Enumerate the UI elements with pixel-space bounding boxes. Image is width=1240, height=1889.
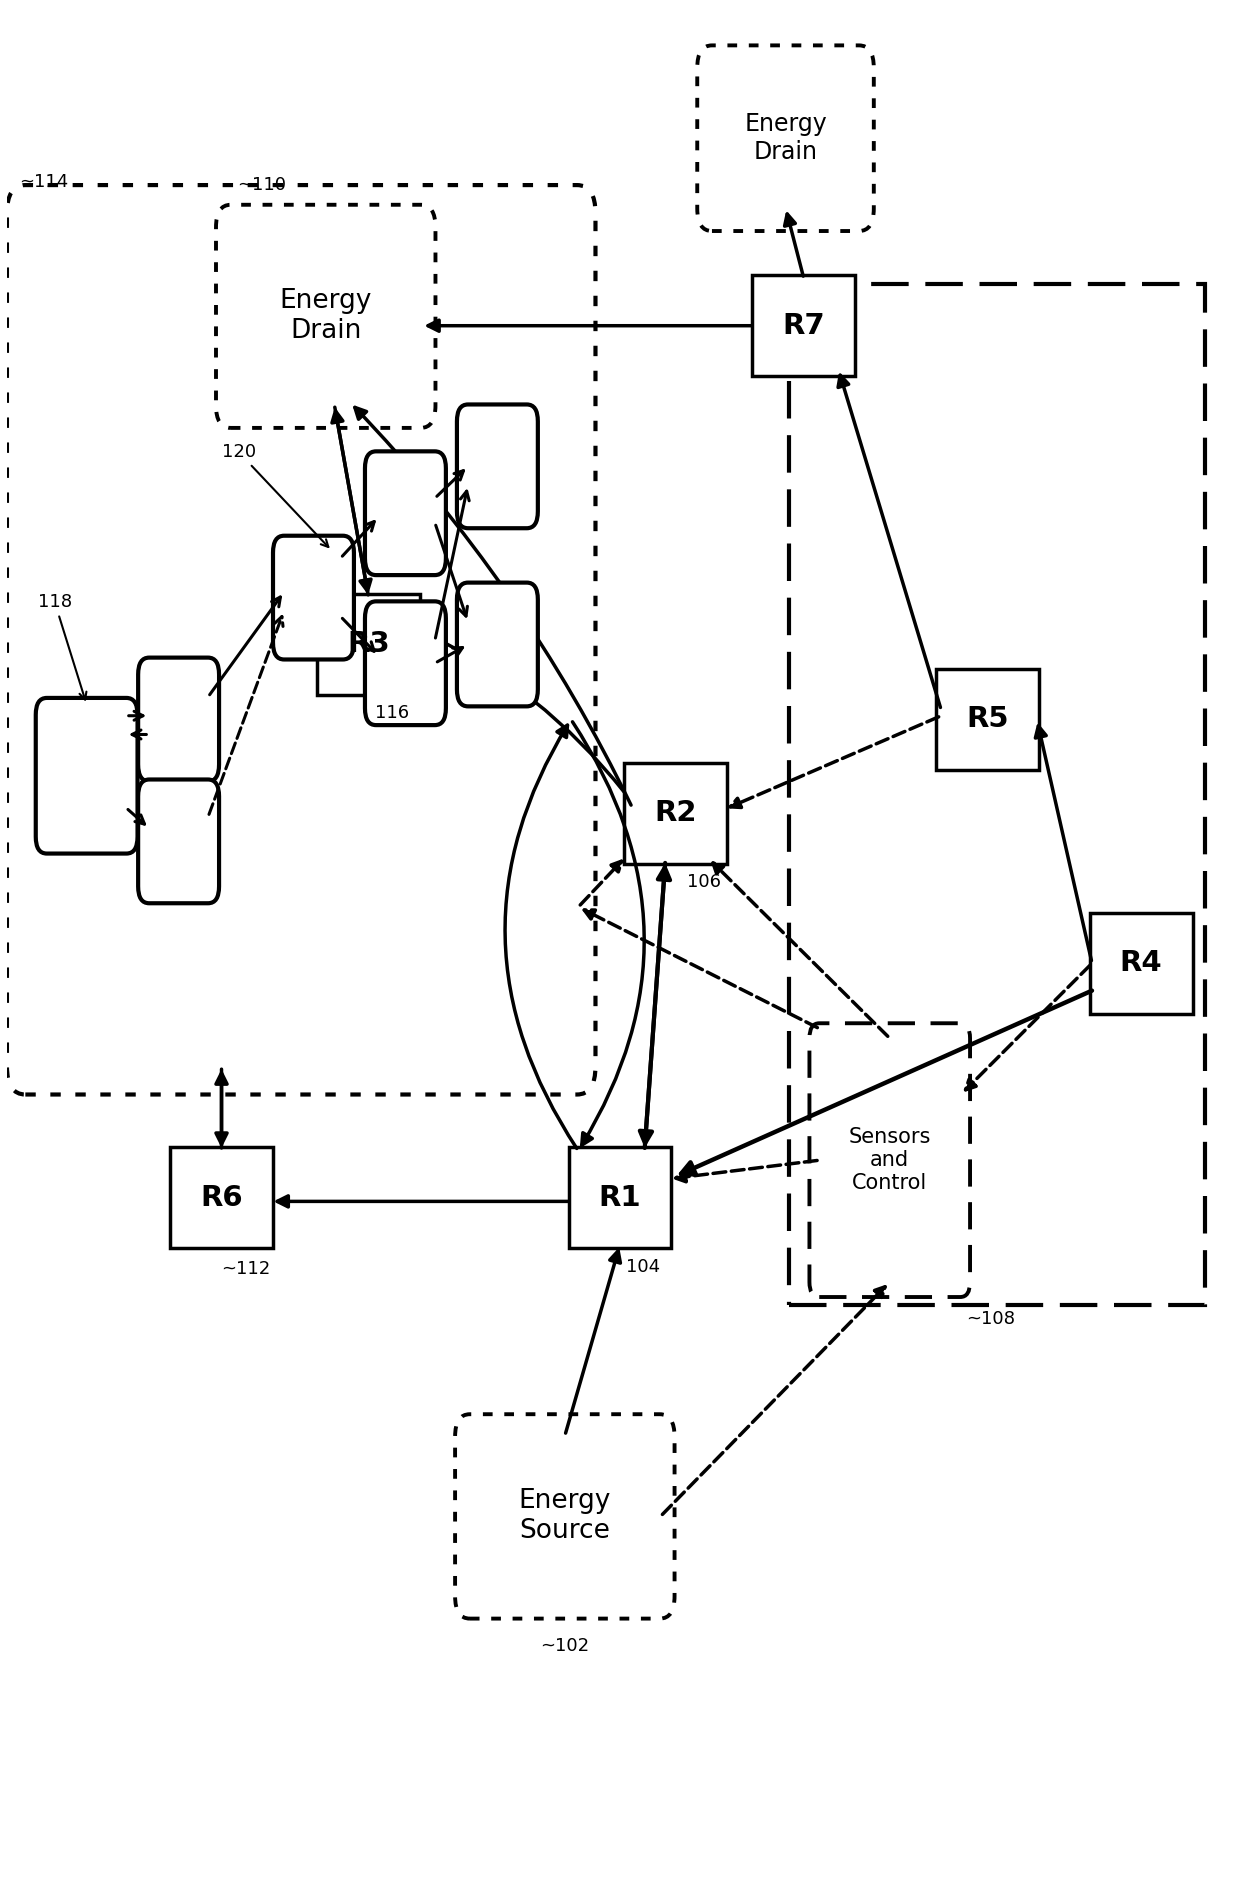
FancyBboxPatch shape	[936, 669, 1039, 771]
Text: ~102: ~102	[541, 1638, 589, 1655]
FancyBboxPatch shape	[455, 1415, 675, 1619]
FancyBboxPatch shape	[138, 780, 219, 903]
FancyBboxPatch shape	[568, 1147, 672, 1249]
FancyBboxPatch shape	[456, 404, 538, 529]
Text: R7: R7	[782, 312, 826, 340]
Text: R2: R2	[653, 799, 697, 827]
Text: Sensors
and
Control: Sensors and Control	[848, 1128, 931, 1194]
Text: Energy
Source: Energy Source	[518, 1489, 611, 1545]
Text: ~114: ~114	[19, 172, 68, 191]
Text: 120: 120	[222, 444, 329, 548]
FancyBboxPatch shape	[365, 601, 446, 725]
FancyBboxPatch shape	[456, 582, 538, 706]
FancyBboxPatch shape	[1090, 912, 1193, 1014]
FancyBboxPatch shape	[624, 763, 727, 863]
Text: Energy
Drain: Energy Drain	[744, 111, 827, 164]
FancyBboxPatch shape	[170, 1147, 273, 1249]
Text: 116: 116	[374, 705, 409, 722]
FancyBboxPatch shape	[365, 451, 446, 574]
FancyBboxPatch shape	[7, 185, 595, 1094]
FancyBboxPatch shape	[810, 1024, 970, 1298]
FancyBboxPatch shape	[317, 593, 420, 695]
FancyBboxPatch shape	[216, 204, 435, 429]
Text: 106: 106	[687, 873, 722, 892]
FancyBboxPatch shape	[138, 657, 219, 782]
Text: R6: R6	[200, 1184, 243, 1211]
Text: R4: R4	[1120, 950, 1162, 977]
Text: Energy
Drain: Energy Drain	[279, 289, 372, 344]
Text: ~110: ~110	[237, 176, 286, 193]
FancyBboxPatch shape	[697, 45, 874, 230]
Text: ~112: ~112	[222, 1260, 270, 1277]
Text: 118: 118	[37, 593, 87, 699]
Text: 104: 104	[626, 1258, 660, 1275]
Text: R1: R1	[599, 1184, 641, 1211]
FancyBboxPatch shape	[36, 697, 138, 854]
Text: ~108: ~108	[966, 1311, 1016, 1328]
Text: R5: R5	[967, 705, 1009, 733]
Text: R3: R3	[347, 631, 391, 659]
FancyBboxPatch shape	[753, 276, 856, 376]
FancyBboxPatch shape	[273, 536, 353, 659]
